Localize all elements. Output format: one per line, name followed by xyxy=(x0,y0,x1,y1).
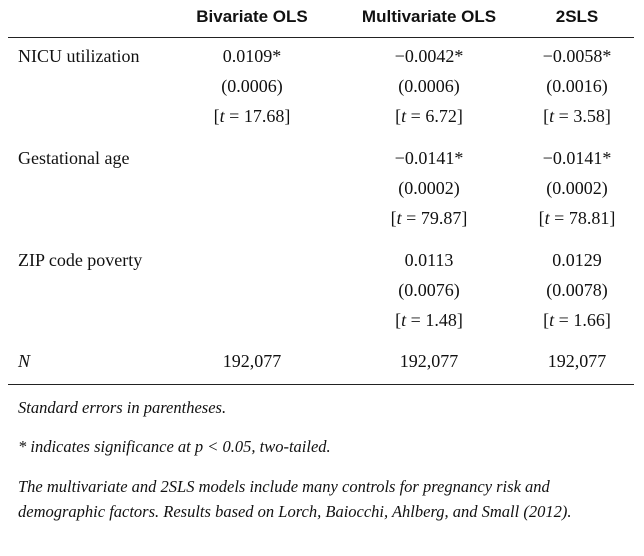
se-zip-2sls: (0.0078) xyxy=(546,280,608,300)
coef-nicu-2sls: −0.0058* xyxy=(542,46,612,66)
tstat-nicu-multivariate: [t = 6.72] xyxy=(395,106,463,126)
column-header-2sls: 2SLS xyxy=(555,7,599,26)
tstat-nicu-2sls: [t = 3.58] xyxy=(543,106,611,126)
tstat-nicu-bivariate: [t = 17.68] xyxy=(213,106,291,126)
n-multivariate: 192,077 xyxy=(399,351,459,371)
coef-zip-2sls: 0.0129 xyxy=(552,250,602,270)
column-header-bivariate-ols: Bivariate OLS xyxy=(196,7,308,26)
se-nicu-multivariate: (0.0006) xyxy=(398,76,460,96)
row-label-nicu-utilization: NICU utilization xyxy=(18,46,140,66)
row-label-zip-code-poverty: ZIP code poverty xyxy=(18,250,143,270)
table-bottom-rule xyxy=(8,384,634,385)
row-label-n: N xyxy=(18,351,31,371)
se-nicu-bivariate: (0.0006) xyxy=(221,76,283,96)
coef-gestational-multivariate: −0.0141* xyxy=(394,148,464,168)
tstat-zip-2sls: [t = 1.66] xyxy=(543,310,611,330)
tstat-zip-multivariate: [t = 1.48] xyxy=(395,310,463,330)
coef-nicu-multivariate: −0.0042* xyxy=(394,46,464,66)
table-top-rule xyxy=(8,37,634,38)
se-zip-multivariate: (0.0076) xyxy=(398,280,460,300)
row-label-gestational-age: Gestational age xyxy=(18,148,130,168)
column-header-multivariate-ols: Multivariate OLS xyxy=(361,7,497,26)
se-nicu-2sls: (0.0016) xyxy=(546,76,608,96)
coef-gestational-2sls: −0.0141* xyxy=(542,148,612,168)
note-standard-errors: Standard errors in parentheses. xyxy=(18,398,227,417)
coef-zip-multivariate: 0.0113 xyxy=(404,250,454,270)
note-controls-source: The multivariate and 2SLS models include… xyxy=(18,477,572,521)
se-gestational-2sls: (0.0002) xyxy=(546,178,608,198)
n-bivariate: 192,077 xyxy=(222,351,282,371)
se-gestational-multivariate: (0.0002) xyxy=(398,178,460,198)
note-significance: * indicates significance at p < 0.05, tw… xyxy=(18,437,331,456)
tstat-gestational-multivariate: [t = 79.87] xyxy=(390,208,468,228)
n-2sls: 192,077 xyxy=(547,351,607,371)
tstat-gestational-2sls: [t = 78.81] xyxy=(538,208,616,228)
coef-nicu-bivariate: 0.0109* xyxy=(222,46,282,66)
